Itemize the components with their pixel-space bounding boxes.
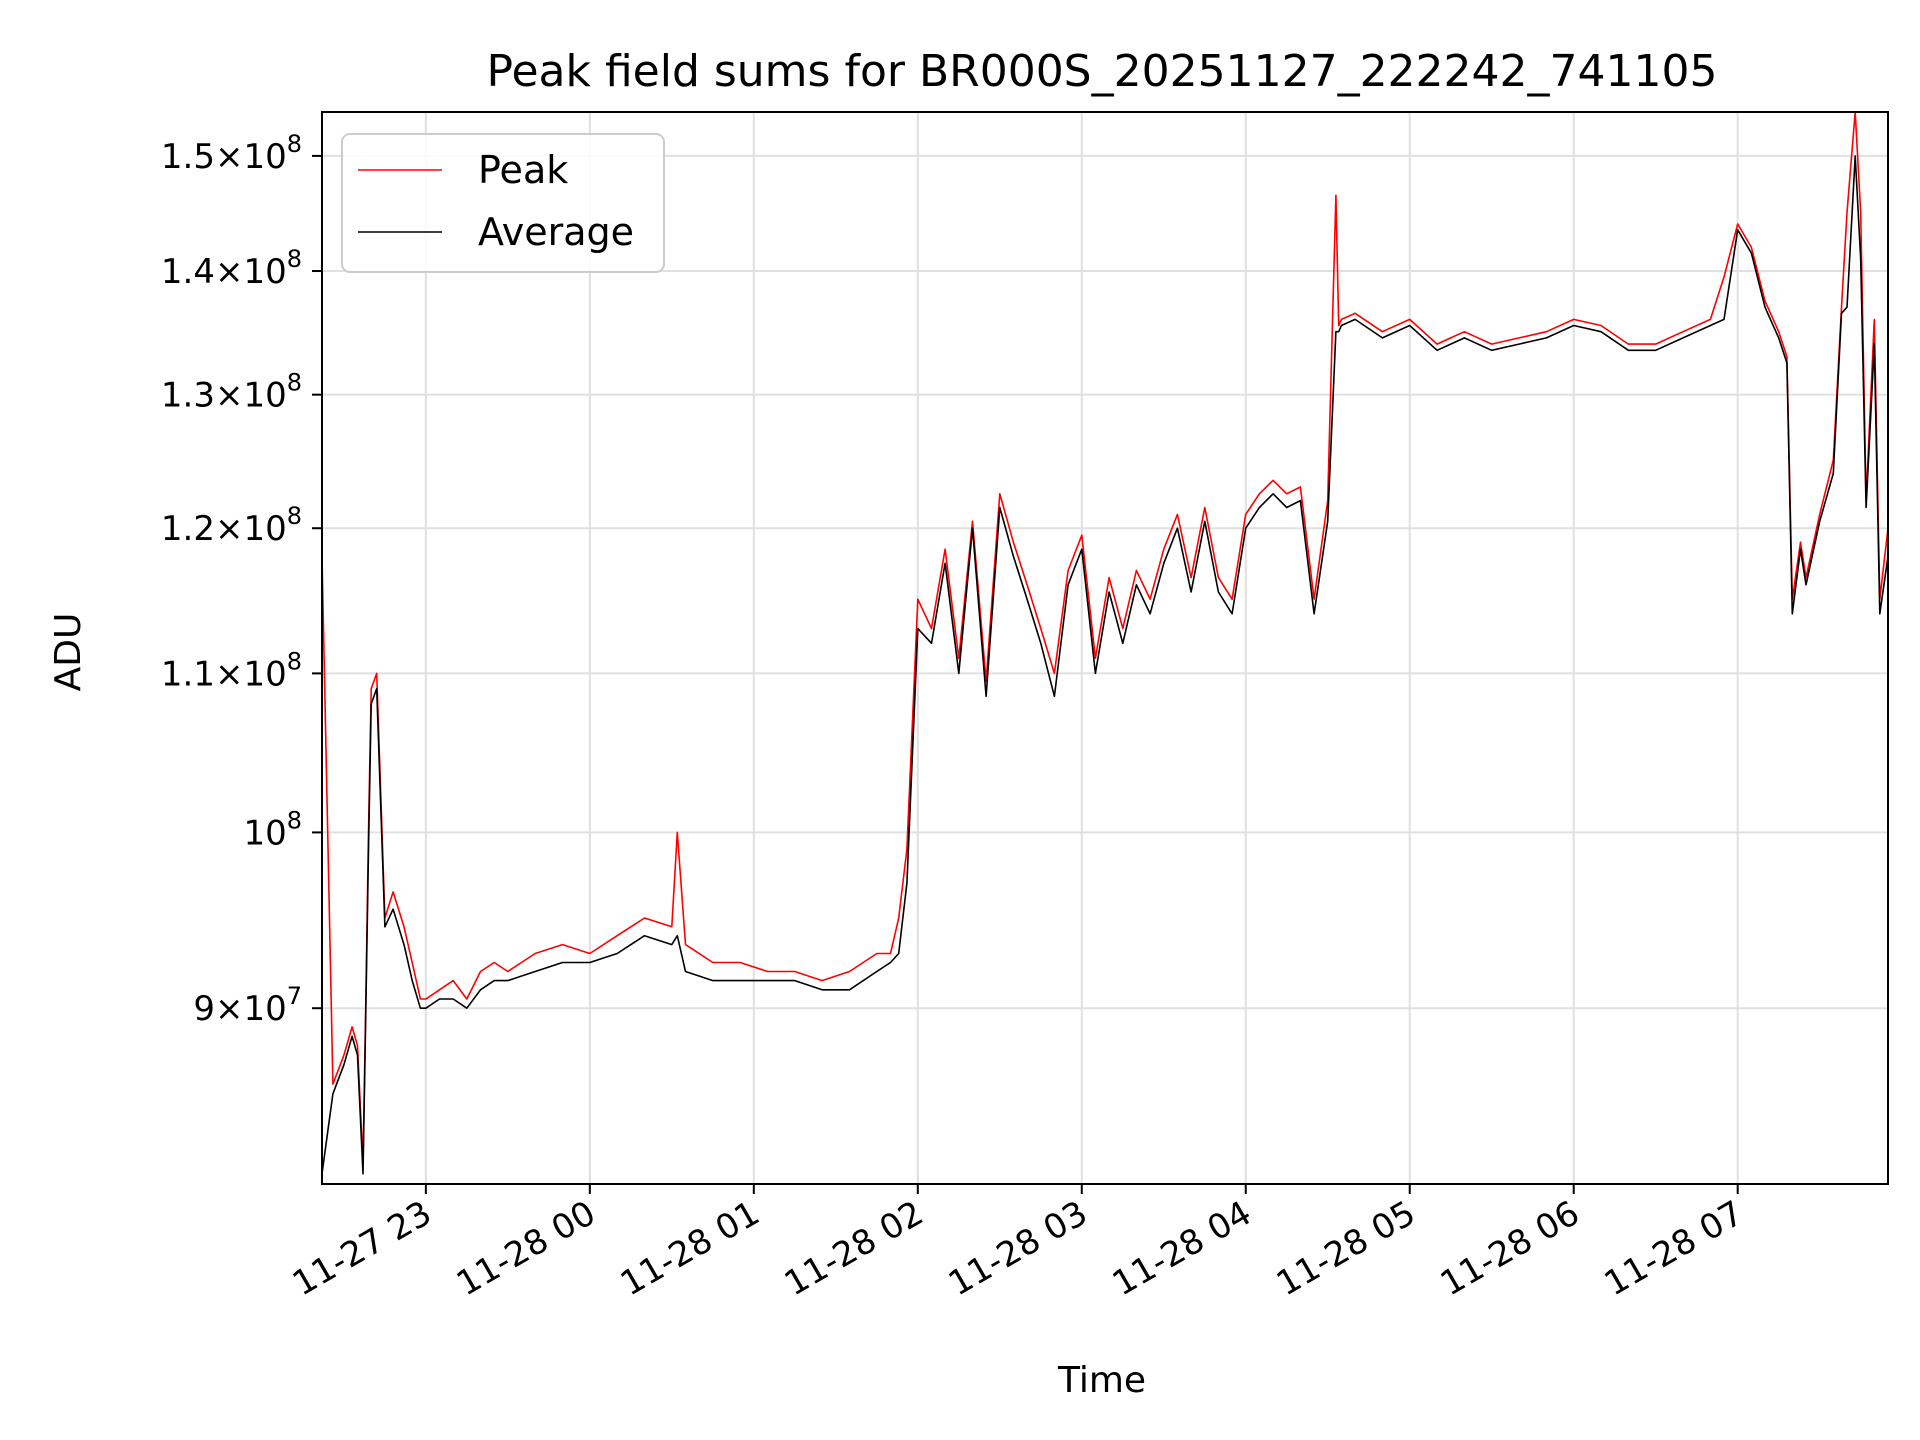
x-axis-label: Time (1057, 1360, 1146, 1401)
y-tick-label: 1.4×108 (161, 245, 302, 292)
series-layer (321, 111, 1889, 1175)
series-line-average (321, 155, 1889, 1175)
y-axis: 9×107 108 1.1×108 1.2×108 1.3×108 1.4×108 1.5×… (161, 130, 322, 1029)
legend-average-label: Average (478, 210, 634, 254)
plot-frame (321, 111, 1889, 1185)
series-line-peak (321, 111, 1889, 1165)
y-tick-label: 9×107 (193, 982, 302, 1029)
chart-title: Peak field sums for BR000S_20251127_2222… (486, 46, 1717, 97)
y-tick-label: 108 (243, 806, 302, 853)
legend-peak-label: Peak (478, 148, 568, 192)
legend: Peak Average (341, 133, 665, 273)
y-tick-label: 1.5×108 (161, 130, 302, 177)
y-tick-label: 1.1×108 (161, 647, 302, 694)
y-tick-label: 1.2×108 (161, 502, 302, 549)
legend-box (341, 133, 665, 273)
grid (322, 112, 1888, 1184)
y-axis-label: ADU (48, 613, 89, 692)
y-tick-label: 1.3×108 (161, 369, 302, 416)
